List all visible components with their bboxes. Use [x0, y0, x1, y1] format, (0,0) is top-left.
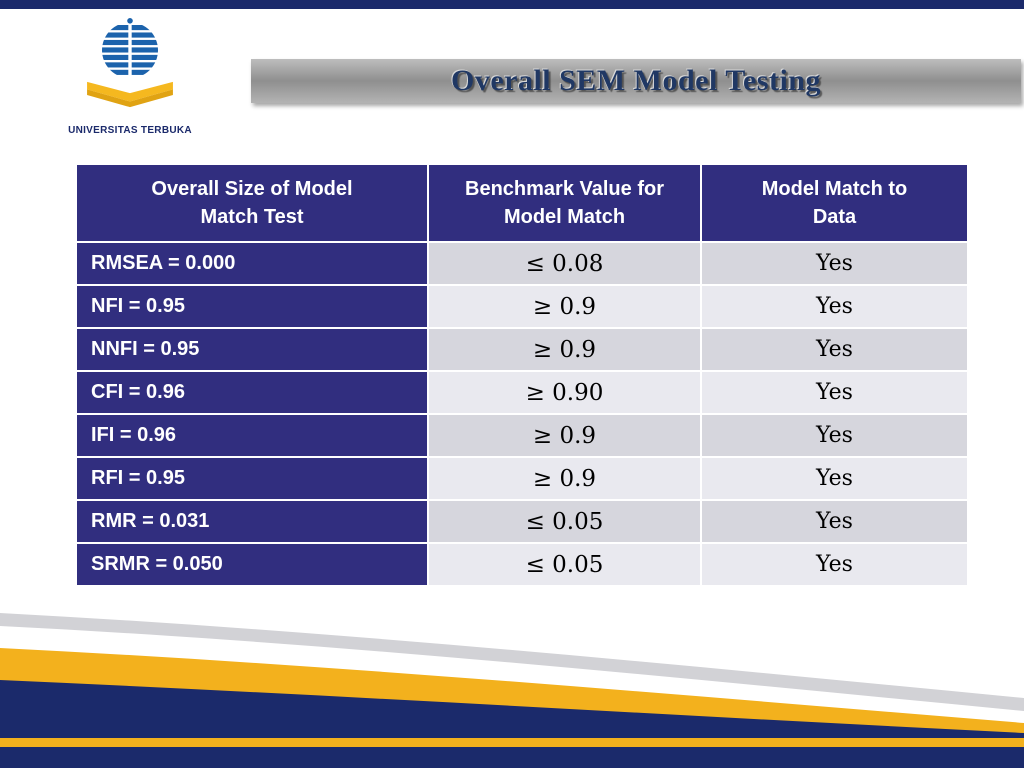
test-cell: RMSEA = 0.000 [75, 241, 429, 286]
benchmark-cell: ≤ 0.05 [427, 499, 702, 544]
bottom-wave-decoration [0, 583, 1024, 768]
table-row: NFI = 0.95 ≥ 0.9 Yes [75, 284, 969, 329]
test-cell: IFI = 0.96 [75, 413, 429, 458]
table-row: SRMR = 0.050 ≤ 0.05 Yes [75, 542, 969, 587]
table-row: RFI = 0.95 ≥ 0.9 Yes [75, 456, 969, 501]
col-header-test: Overall Size of Model Match Test [75, 163, 429, 243]
benchmark-cell: ≤ 0.05 [427, 542, 702, 587]
test-cell: SRMR = 0.050 [75, 542, 429, 587]
slide-title: Overall SEM Model Testing [450, 64, 821, 97]
table-row: NNFI = 0.95 ≥ 0.9 Yes [75, 327, 969, 372]
wave-graphic [0, 613, 1024, 768]
match-cell: Yes [700, 542, 969, 587]
globe-book-icon [87, 18, 173, 108]
table-header-row: Overall Size of Model Match Test Benchma… [75, 163, 969, 243]
table-row: RMR = 0.031 ≤ 0.05 Yes [75, 499, 969, 544]
match-cell: Yes [700, 456, 969, 501]
benchmark-cell: ≤ 0.08 [427, 241, 702, 286]
benchmark-cell: ≥ 0.9 [427, 284, 702, 329]
test-cell: RFI = 0.95 [75, 456, 429, 501]
test-cell: NNFI = 0.95 [75, 327, 429, 372]
match-cell: Yes [700, 327, 969, 372]
col-header-benchmark: Benchmark Value for Model Match [427, 163, 702, 243]
top-accent-bar [0, 0, 1024, 9]
benchmark-cell: ≥ 0.90 [427, 370, 702, 415]
table-row: CFI = 0.96 ≥ 0.90 Yes [75, 370, 969, 415]
logo-text: UNIVERSITAS TERBUKA [68, 125, 192, 136]
test-cell: CFI = 0.96 [75, 370, 429, 415]
benchmark-cell: ≥ 0.9 [427, 327, 702, 372]
title-banner: Overall SEM Model Testing [251, 59, 1021, 103]
match-cell: Yes [700, 370, 969, 415]
test-cell: NFI = 0.95 [75, 284, 429, 329]
match-cell: Yes [700, 499, 969, 544]
table-row: RMSEA = 0.000 ≤ 0.08 Yes [75, 241, 969, 286]
universitas-terbuka-logo: UNIVERSITAS TERBUKA [68, 16, 192, 136]
match-cell: Yes [700, 284, 969, 329]
table-row: IFI = 0.96 ≥ 0.9 Yes [75, 413, 969, 458]
benchmark-cell: ≥ 0.9 [427, 413, 702, 458]
match-cell: Yes [700, 413, 969, 458]
sem-results-table: Overall Size of Model Match Test Benchma… [75, 163, 969, 587]
match-cell: Yes [700, 241, 969, 286]
test-cell: RMR = 0.031 [75, 499, 429, 544]
col-header-match: Model Match to Data [700, 163, 969, 243]
benchmark-cell: ≥ 0.9 [427, 456, 702, 501]
